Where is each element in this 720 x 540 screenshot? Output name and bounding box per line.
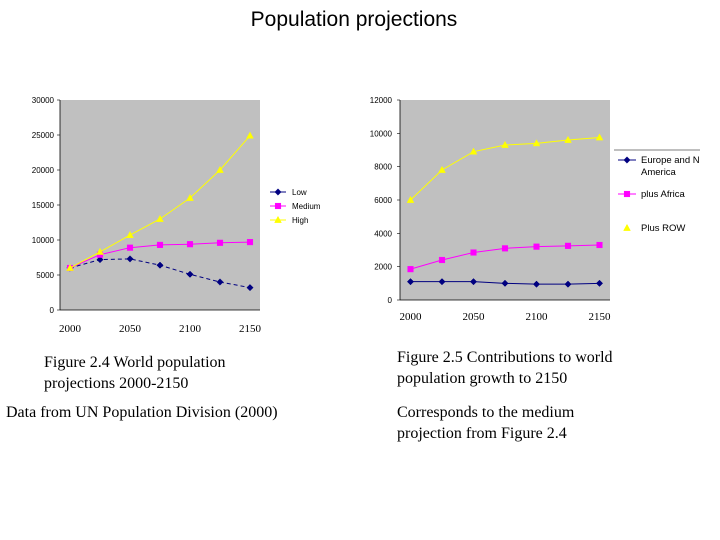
- figure-2-5-note: Corresponds to the medium projection fro…: [397, 402, 574, 444]
- fig-2-4-x-tick-label: 2000: [59, 323, 82, 335]
- fig-2-4-y-tick-label: 30000: [32, 96, 55, 105]
- fig-2-4-legend-label: Medium: [292, 202, 321, 211]
- figure-2-5-caption: Figure 2.5 Contributions to world popula…: [397, 347, 613, 389]
- fig-2-5-legend-marker: [623, 223, 631, 231]
- fig-2-4-data-point: [156, 241, 164, 248]
- fig-2-5-data-point: [406, 278, 415, 286]
- fig-2-4-data-point: [66, 263, 74, 271]
- fig-2-5-data-point: [469, 278, 478, 286]
- fig-2-4-data-point: [246, 131, 254, 139]
- fig-2-5-data-point: [406, 195, 415, 203]
- fig-2-4-data-point: [186, 241, 194, 248]
- fig-2-4-y-tick-label: 0: [50, 306, 55, 315]
- fig-2-4-y-tick-label: 10000: [32, 236, 55, 245]
- fig-2-5-y-tick-label: 10000: [370, 129, 393, 138]
- caption-line: Corresponds to the medium: [397, 404, 575, 421]
- fig-2-5-data-point: [438, 278, 446, 286]
- fig-2-5-legend-label: Plus ROW: [641, 223, 685, 234]
- fig-2-5-data-point: [501, 245, 509, 252]
- fig-2-4-data-point: [126, 255, 134, 263]
- fig-2-4-legend-marker: [274, 215, 282, 223]
- fig-2-5-x-tick-label: 2100: [526, 311, 549, 323]
- fig-2-4-data-point: [246, 284, 254, 292]
- figure-2-4-caption: Figure 2.4 World population projections …: [44, 352, 226, 394]
- fig-2-5-y-tick-label: 2000: [374, 263, 392, 272]
- fig-2-5-data-point: [564, 242, 572, 249]
- caption-line: projections 2000-2150: [44, 375, 189, 392]
- fig-2-4-data-point: [126, 230, 134, 238]
- fig-2-4-data-point: [96, 256, 104, 264]
- fig-2-5-legend-marker: [623, 156, 631, 164]
- caption-line: Figure 2.5 Contributions to world: [397, 349, 613, 366]
- slide-title: Population projections: [250, 8, 458, 31]
- caption-line: Figure 2.4 World population: [44, 354, 226, 371]
- fig-2-5-data-point: [564, 280, 572, 288]
- fig-2-5-data-point: [470, 249, 477, 256]
- fig-2-5-legend-label: Europe and N: [641, 155, 700, 166]
- fig-2-4-x-tick-label: 2050: [119, 323, 142, 335]
- fig-2-5-y-tick-label: 12000: [370, 96, 393, 105]
- fig-2-5-data-point: [595, 133, 604, 141]
- fig-2-4-y-tick-label: 5000: [36, 271, 54, 280]
- fig-2-5-y-tick-label: 8000: [374, 163, 392, 172]
- fig-2-4-data-point: [216, 165, 224, 173]
- caption-line: projection from Figure 2.4: [397, 425, 567, 442]
- fig-2-5-y-tick-label: 6000: [374, 196, 392, 205]
- fig-2-5-x-tick-label: 2000: [400, 311, 423, 323]
- fig-2-4-legend-marker: [274, 188, 282, 196]
- fig-2-5-legend-marker: [623, 190, 631, 198]
- fig-2-5-data-point: [407, 266, 414, 273]
- fig-2-5-plot-area: [400, 100, 610, 300]
- fig-2-5-y-tick-label: 0: [388, 296, 393, 305]
- fig-2-5-data-point: [469, 147, 478, 155]
- fig-2-4-legend-marker: [274, 202, 282, 210]
- fig-2-4-legend-label: High: [292, 216, 308, 225]
- fig-2-5-data-point: [532, 280, 541, 288]
- fig-2-4-data-point: [126, 244, 134, 251]
- fig-2-4-data-point: [186, 270, 194, 278]
- fig-2-4-data-point: [216, 278, 224, 286]
- fig-2-4-legend-label: Low: [292, 188, 307, 197]
- fig-2-4-data-point: [96, 247, 104, 255]
- fig-2-4-data-point: [186, 193, 194, 201]
- figure-2-4-source: Data from UN Population Division (2000): [6, 404, 278, 421]
- fig-2-5-data-point: [501, 279, 509, 287]
- fig-2-5-y-tick-label: 4000: [374, 229, 392, 238]
- fig-2-4-data-point: [156, 261, 164, 269]
- fig-2-5-x-tick-label: 2150: [589, 311, 612, 323]
- fig-2-5-legend-label: America: [641, 167, 677, 178]
- fig-2-5-data-point: [501, 140, 509, 148]
- fig-2-5-data-point: [564, 135, 572, 143]
- fig-2-5-legend-label: plus Africa: [641, 189, 686, 200]
- fig-2-4-y-tick-label: 20000: [32, 166, 55, 175]
- fig-2-5-x-tick-label: 2050: [463, 311, 486, 323]
- fig-2-4-y-tick-label: 15000: [32, 201, 55, 210]
- caption-line: population growth to 2150: [397, 370, 568, 387]
- fig-2-5-data-point: [438, 256, 446, 264]
- fig-2-4-data-point: [246, 239, 254, 246]
- fig-2-5-data-point: [595, 279, 604, 287]
- fig-2-5-data-point: [533, 243, 540, 250]
- fig-2-4-y-tick-label: 25000: [32, 131, 55, 140]
- fig-2-4-x-tick-label: 2150: [239, 323, 262, 335]
- fig-2-5-data-point: [532, 139, 541, 147]
- fig-2-4-data-point: [156, 214, 164, 222]
- fig-2-4-plot-area: [60, 100, 260, 310]
- fig-2-5-data-point: [438, 165, 446, 173]
- fig-2-4-x-tick-label: 2100: [179, 323, 202, 335]
- fig-2-5-data-point: [596, 241, 603, 249]
- fig-2-4-data-point: [216, 239, 224, 246]
